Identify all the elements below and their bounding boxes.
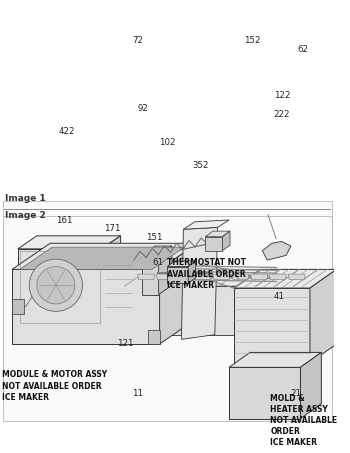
Text: 121: 121 (117, 338, 134, 347)
Circle shape (37, 266, 75, 304)
Polygon shape (262, 241, 291, 260)
Circle shape (29, 259, 83, 311)
Polygon shape (188, 261, 196, 284)
Polygon shape (134, 245, 149, 319)
Text: Image 1: Image 1 (6, 194, 46, 203)
Text: 62: 62 (297, 45, 308, 54)
Polygon shape (124, 270, 318, 286)
Text: 151: 151 (146, 233, 162, 242)
Text: 171: 171 (104, 224, 120, 233)
Polygon shape (251, 274, 268, 280)
Text: 161: 161 (56, 216, 72, 225)
Text: 222: 222 (274, 110, 290, 119)
Polygon shape (141, 255, 159, 294)
FancyBboxPatch shape (2, 201, 332, 405)
Polygon shape (310, 270, 337, 363)
Polygon shape (124, 286, 294, 335)
Polygon shape (18, 249, 101, 325)
Polygon shape (102, 236, 121, 325)
Polygon shape (104, 245, 149, 255)
Polygon shape (138, 274, 155, 280)
Polygon shape (159, 246, 172, 294)
Polygon shape (229, 367, 300, 419)
Polygon shape (229, 352, 321, 367)
Polygon shape (18, 323, 105, 330)
Polygon shape (148, 330, 160, 344)
Polygon shape (160, 243, 198, 344)
Polygon shape (104, 255, 134, 319)
Polygon shape (141, 246, 172, 255)
Polygon shape (232, 274, 249, 280)
Polygon shape (175, 274, 192, 280)
Polygon shape (182, 227, 218, 339)
Text: 152: 152 (244, 36, 260, 45)
Text: 422: 422 (59, 127, 76, 136)
Polygon shape (205, 237, 222, 251)
Polygon shape (222, 231, 230, 251)
Text: Image 2: Image 2 (6, 211, 46, 220)
Polygon shape (288, 274, 305, 280)
Text: 102: 102 (159, 138, 175, 147)
Text: 61: 61 (152, 258, 163, 267)
Text: MOLD &
HEATER ASSY
NOT AVAILABLE
ORDER
ICE MAKER: MOLD & HEATER ASSY NOT AVAILABLE ORDER I… (271, 394, 337, 447)
Polygon shape (12, 243, 198, 270)
Polygon shape (294, 270, 318, 335)
Polygon shape (234, 288, 310, 363)
Text: 11: 11 (132, 389, 143, 398)
Polygon shape (156, 274, 174, 280)
Text: MODULE & MOTOR ASSY
NOT AVAILABLE ORDER
ICE MAKER: MODULE & MOTOR ASSY NOT AVAILABLE ORDER … (2, 371, 107, 402)
Polygon shape (12, 299, 23, 314)
Polygon shape (270, 274, 286, 280)
Polygon shape (167, 261, 196, 266)
Polygon shape (12, 270, 160, 344)
Text: 122: 122 (274, 92, 290, 100)
Polygon shape (338, 292, 350, 297)
Polygon shape (194, 274, 211, 280)
Text: 92: 92 (137, 104, 148, 113)
Text: 352: 352 (192, 161, 209, 170)
Polygon shape (105, 317, 124, 330)
Polygon shape (20, 247, 184, 270)
Polygon shape (183, 220, 229, 229)
Polygon shape (205, 231, 230, 237)
Text: 41: 41 (274, 292, 285, 301)
Polygon shape (300, 352, 321, 419)
FancyBboxPatch shape (2, 216, 332, 421)
Polygon shape (18, 317, 124, 323)
Polygon shape (338, 297, 350, 349)
Polygon shape (234, 270, 337, 288)
Text: 21: 21 (290, 389, 301, 398)
Polygon shape (213, 274, 230, 280)
Text: THERMOSTAT NOT
AVAILABLE ORDER
ICE MAKER: THERMOSTAT NOT AVAILABLE ORDER ICE MAKER (167, 259, 246, 290)
Polygon shape (18, 236, 121, 249)
Polygon shape (341, 286, 350, 290)
Polygon shape (167, 266, 188, 284)
Text: 72: 72 (132, 36, 143, 45)
Polygon shape (341, 290, 350, 299)
